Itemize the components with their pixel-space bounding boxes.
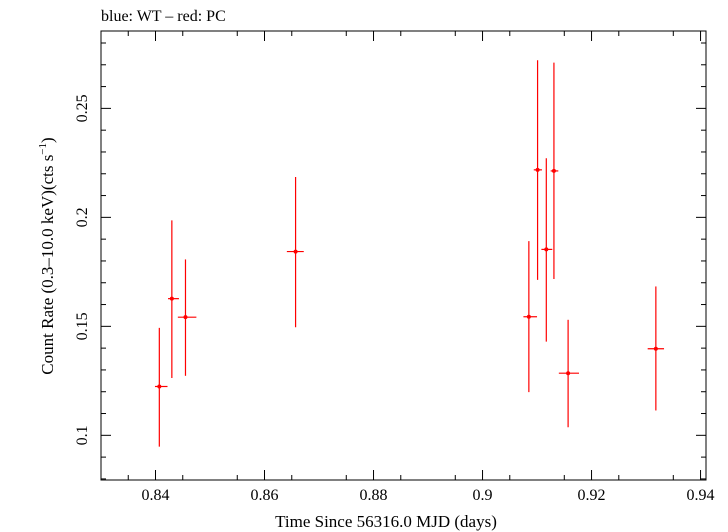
x-tick-label: 0.9 (473, 487, 493, 504)
y-axis-label-sup: −1 (37, 143, 49, 155)
data-point (168, 220, 179, 378)
x-tick-label: 0.86 (251, 487, 279, 504)
x-tick-label: 0.84 (142, 487, 170, 504)
y-tick-label: 0.1 (74, 425, 91, 445)
data-marker (183, 315, 188, 320)
data-point (523, 241, 538, 393)
data-points (154, 60, 665, 447)
data-marker (566, 371, 571, 376)
axis-ticks (100, 31, 706, 480)
data-marker (169, 296, 174, 301)
data-marker (653, 346, 658, 351)
data-marker (157, 384, 162, 389)
data-marker (535, 167, 540, 172)
data-marker (293, 249, 298, 254)
x-tick-label: 0.88 (360, 487, 388, 504)
chart-title: blue: WT – red: PC (101, 8, 226, 25)
data-point (286, 177, 304, 328)
data-point (541, 158, 553, 342)
data-point (533, 60, 542, 280)
data-point (558, 319, 580, 428)
y-axis-label-main: Count Rate (0.3–10.0 keV)(cts s (38, 155, 57, 375)
plot-frame (100, 30, 707, 481)
data-point (550, 62, 559, 280)
y-axis-label-close: ) (38, 137, 57, 143)
data-point (177, 259, 197, 376)
data-point (154, 327, 168, 447)
axis-tick-labels: 0.84 0.86 0.88 0.9 0.92 0.94 0.1 0.15 0.2 0.25 (74, 94, 715, 504)
x-tick-label: 0.94 (687, 487, 715, 504)
data-marker (526, 314, 531, 319)
y-tick-label: 0.2 (74, 207, 91, 227)
y-tick-label: 0.25 (74, 94, 91, 122)
data-point (647, 286, 665, 411)
data-marker (551, 168, 556, 173)
data-marker (544, 247, 549, 252)
x-axis-label: Time Since 56316.0 MJD (days) (275, 512, 497, 531)
y-axis-label: Count Rate (0.3–10.0 keV)(cts s−1) (37, 137, 57, 374)
x-tick-label: 0.92 (578, 487, 606, 504)
y-tick-label: 0.15 (74, 312, 91, 340)
